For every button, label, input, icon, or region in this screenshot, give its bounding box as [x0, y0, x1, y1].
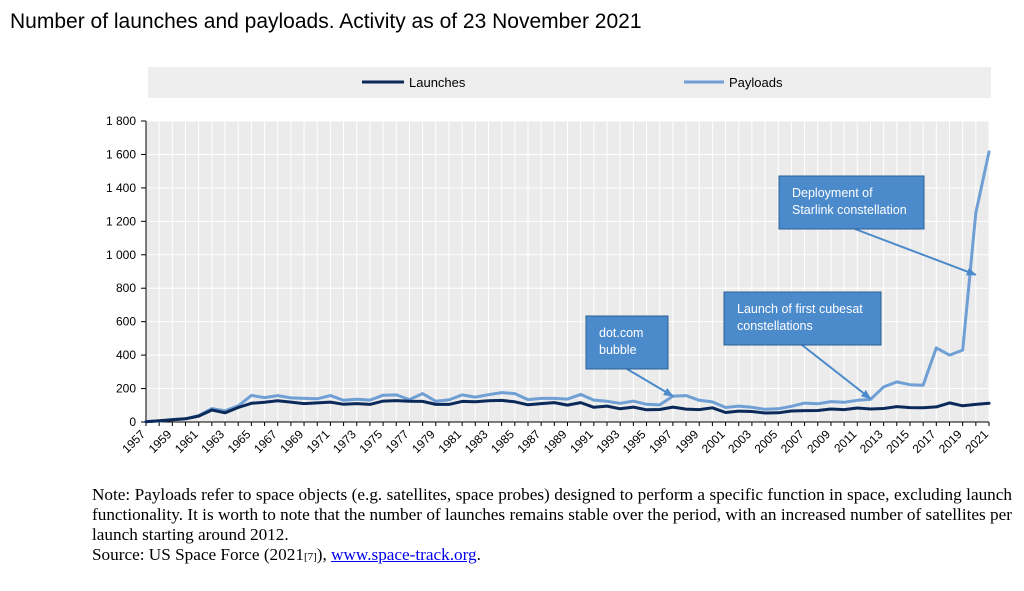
- annotation-starlink: Deployment of Starlink constellation: [778, 175, 977, 276]
- annotation-text: Starlink constellation: [792, 203, 907, 217]
- x-tick-label: 1987: [514, 427, 543, 456]
- annotation-text: dot.com: [599, 326, 643, 340]
- x-tick-label: 1993: [594, 427, 623, 456]
- series-lines: [144, 150, 991, 424]
- x-tick-label: 1989: [541, 427, 570, 456]
- annotation-text: bubble: [599, 343, 637, 357]
- x-tick-label: 2015: [883, 427, 912, 456]
- annotation-box: [585, 315, 669, 370]
- annotation-arrow: [854, 228, 977, 276]
- y-tick-label: 1 600: [106, 147, 136, 161]
- x-tick-label: 2017: [910, 427, 939, 456]
- line-chart: Launches Payloads 0 200 400 600 800 1 000 1 20…: [106, 67, 991, 456]
- x-tick-label: 1999: [673, 427, 702, 456]
- y-axis: 0 200 400 600 800 1 000 1 200 1 400 1 600 1 800: [106, 114, 147, 429]
- y-tick-label: 600: [116, 315, 136, 329]
- y-tick-label: 200: [116, 382, 136, 396]
- x-tick-label: 1969: [277, 427, 306, 456]
- x-tick-label: 2013: [857, 427, 886, 456]
- y-tick-label: 1 800: [106, 114, 136, 128]
- x-tick-label: 1973: [330, 427, 359, 456]
- x-tick-label: 1997: [646, 427, 675, 456]
- x-tick-label: 2003: [725, 427, 754, 456]
- legend-launches-label: Launches: [409, 75, 466, 90]
- x-tick-label: 1959: [146, 427, 175, 456]
- source-text: Source: US Space Force (2021[7]), www.sp…: [92, 545, 1012, 567]
- annotation-text: Launch of first cubesat: [737, 302, 863, 316]
- y-tick-label: 1 400: [106, 181, 136, 195]
- y-tick-label: 1 200: [106, 214, 136, 228]
- annotation-box: [723, 291, 882, 346]
- x-tick-label: 2007: [778, 427, 807, 456]
- x-tick-label: 2009: [804, 427, 833, 456]
- annotation-text: constellations: [737, 319, 813, 333]
- chart-title: Number of launches and payloads. Activit…: [10, 10, 642, 33]
- x-tick-label: 2005: [752, 427, 781, 456]
- source-link[interactable]: www.space-track.org: [331, 545, 477, 564]
- gridlines: [145, 120, 990, 423]
- annotation-dotcom: dot.com bubble: [585, 315, 674, 397]
- y-tick-label: 400: [116, 348, 136, 362]
- legend-box: [148, 67, 991, 98]
- x-tick-label: 1985: [488, 427, 517, 456]
- x-tick-label: 2019: [936, 427, 965, 456]
- source-reference: [7]: [303, 551, 317, 563]
- x-tick-label: 1977: [383, 427, 412, 456]
- annotation-arrow: [626, 368, 674, 397]
- x-tick-label: 2001: [699, 427, 728, 456]
- x-tick-label: 1957: [119, 427, 148, 456]
- y-tick-label: 800: [116, 281, 136, 295]
- annotation-cubesat: Launch of first cubesat constellations: [723, 291, 882, 400]
- x-tick-label: 2011: [831, 427, 859, 455]
- payloads-line: [144, 150, 991, 423]
- annotation-text: Deployment of: [792, 186, 873, 200]
- x-tick-label: 2021: [962, 427, 991, 456]
- x-axis: 1957195919611963196519671969197119731975…: [119, 421, 991, 456]
- source-suffix: .: [476, 545, 481, 564]
- x-tick-label: 1979: [409, 427, 438, 456]
- x-tick-label: 1967: [251, 427, 280, 456]
- x-tick-label: 1983: [462, 427, 491, 456]
- x-tick-label: 1961: [172, 427, 201, 456]
- annotations: dot.com bubble Launch of first cubesat cons…: [585, 175, 977, 400]
- source-mid: ),: [316, 545, 332, 564]
- x-tick-label: 1963: [198, 427, 227, 456]
- note-text: Note: Payloads refer to space objects (e…: [92, 485, 1012, 544]
- annotation-box: [778, 175, 925, 230]
- annotation-arrow: [801, 344, 872, 400]
- x-tick-label: 1965: [225, 427, 254, 456]
- launches-line: [144, 398, 991, 424]
- y-tick-label: 1 000: [106, 248, 136, 262]
- x-tick-label: 1995: [620, 427, 649, 456]
- chart-notes: Note: Payloads refer to space objects (e…: [92, 485, 1012, 567]
- source-prefix: Source: US Space Force (2021: [92, 545, 304, 564]
- y-tick-label: 0: [129, 415, 136, 429]
- x-tick-label: 1981: [435, 427, 464, 456]
- x-tick-label: 1971: [304, 427, 333, 456]
- x-tick-label: 1975: [356, 427, 385, 456]
- legend-payloads-label: Payloads: [729, 75, 783, 90]
- x-tick-label: 1991: [567, 427, 596, 456]
